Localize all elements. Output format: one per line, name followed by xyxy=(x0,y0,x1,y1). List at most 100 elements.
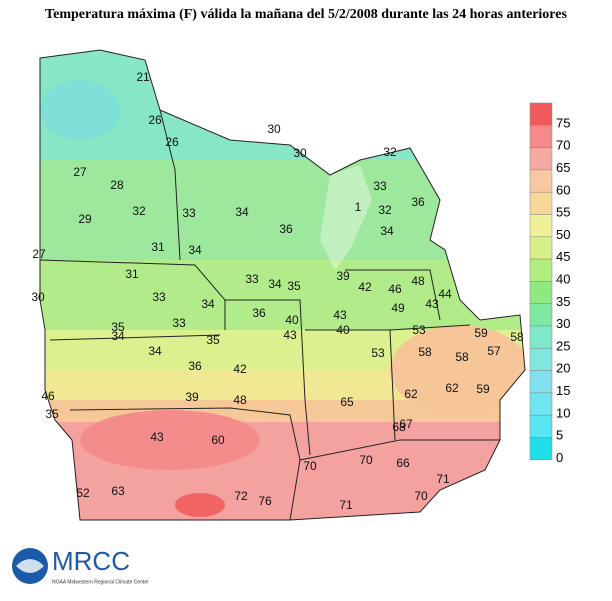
station-value: 59 xyxy=(476,382,490,396)
station-value: 35 xyxy=(287,279,301,293)
legend-swatch xyxy=(529,102,553,126)
station-value: 26 xyxy=(148,113,162,127)
station-value: 36 xyxy=(279,222,293,236)
station-value: 43 xyxy=(333,308,347,322)
station-value: 40 xyxy=(336,323,350,337)
logo: MRCC NOAA Midwestern Regional Climate Ce… xyxy=(12,546,149,585)
legend-tick-label: 5 xyxy=(556,428,563,443)
legend-swatch xyxy=(529,214,553,238)
station-value: 32 xyxy=(132,204,146,218)
station-value: 57 xyxy=(487,344,501,358)
station-value: 33 xyxy=(152,290,166,304)
station-value: 31 xyxy=(125,267,139,281)
station-value: 49 xyxy=(391,301,405,315)
map-title: Temperatura máxima (F) válida la mañana … xyxy=(45,7,567,22)
station-value: 34 xyxy=(148,344,162,358)
station-value: 70 xyxy=(414,489,428,503)
legend-swatch xyxy=(529,392,553,416)
legend-swatch xyxy=(529,437,553,461)
station-value: 62 xyxy=(445,381,459,395)
station-value: 60 xyxy=(211,433,225,447)
station-value: 35 xyxy=(45,407,59,421)
legend-tick-label: 75 xyxy=(556,115,570,130)
legend-tick-label: 50 xyxy=(556,227,570,242)
station-value: 39 xyxy=(185,390,199,404)
station-value: 34 xyxy=(201,297,215,311)
station-value: 43 xyxy=(283,328,297,342)
station-value: 30 xyxy=(293,146,307,160)
station-value: 34 xyxy=(111,329,125,343)
station-value: 40 xyxy=(285,313,299,327)
station-value: 44 xyxy=(438,287,452,301)
station-value: 29 xyxy=(78,212,92,226)
station-value: 33 xyxy=(172,316,186,330)
station-value: 58 xyxy=(455,350,469,364)
station-value: 34 xyxy=(235,205,249,219)
station-value: 34 xyxy=(380,224,394,238)
station-value: 59 xyxy=(474,326,488,340)
station-value: 33 xyxy=(245,272,259,286)
station-value: 46 xyxy=(41,389,55,403)
legend-swatch xyxy=(529,258,553,282)
station-value: 27 xyxy=(73,165,87,179)
station-value: 43 xyxy=(150,430,164,444)
station-value: 42 xyxy=(233,362,247,376)
station-value: 35 xyxy=(206,333,220,347)
station-value: 76 xyxy=(258,494,272,508)
station-value: 33 xyxy=(182,206,196,220)
logo-name: MRCC xyxy=(52,546,130,576)
station-value: 34 xyxy=(188,243,202,257)
station-value: 42 xyxy=(358,280,372,294)
station-value: 65 xyxy=(340,395,354,409)
legend-tick-label: 35 xyxy=(556,294,570,309)
station-value: 71 xyxy=(436,472,450,486)
station-value: 31 xyxy=(151,240,165,254)
legend-swatch xyxy=(529,147,553,171)
station-value: 32 xyxy=(383,145,397,159)
legend-tick-label: 15 xyxy=(556,383,570,398)
station-value: 30 xyxy=(267,122,281,136)
station-value: 48 xyxy=(233,393,247,407)
station-value: 34 xyxy=(268,277,282,291)
station-value: 28 xyxy=(110,178,124,192)
legend-tick-label: 70 xyxy=(556,138,570,153)
legend-tick-label: 45 xyxy=(556,249,570,264)
station-value: 36 xyxy=(411,195,425,209)
legend-tick-label: 40 xyxy=(556,272,570,287)
station-value: 36 xyxy=(252,306,266,320)
station-value: 70 xyxy=(303,459,317,473)
station-value: 33 xyxy=(373,179,387,193)
legend-tick-label: 30 xyxy=(556,316,570,331)
station-value: 52 xyxy=(76,486,90,500)
legend-swatch xyxy=(529,281,553,304)
legend-tick-label: 60 xyxy=(556,182,570,197)
station-value: 36 xyxy=(188,359,202,373)
legend-swatch xyxy=(529,348,553,371)
legend-tick-label: 20 xyxy=(556,361,570,376)
station-value: 43 xyxy=(425,297,439,311)
station-value: 68 xyxy=(392,420,406,434)
station-value: 27 xyxy=(32,247,46,261)
station-value: 72 xyxy=(234,489,248,503)
station-value: 70 xyxy=(359,453,373,467)
legend-swatch xyxy=(529,325,553,349)
legend-tick-label: 10 xyxy=(556,405,570,420)
station-value: 48 xyxy=(411,274,425,288)
station-value: 53 xyxy=(371,346,385,360)
legend-swatch xyxy=(529,236,553,260)
station-value: 58 xyxy=(510,330,524,344)
station-value: 26 xyxy=(165,135,179,149)
station-value: 46 xyxy=(388,282,402,296)
station-value: 32 xyxy=(378,203,392,217)
legend-swatch xyxy=(529,169,553,193)
legend-swatch xyxy=(529,191,553,215)
logo-subtitle: NOAA Midwestern Regional Climate Center xyxy=(52,579,149,585)
station-value: 1 xyxy=(355,200,362,214)
station-value: 66 xyxy=(396,456,410,470)
station-value: 58 xyxy=(418,345,432,359)
station-value: 21 xyxy=(136,70,150,84)
legend-swatch xyxy=(529,125,553,148)
